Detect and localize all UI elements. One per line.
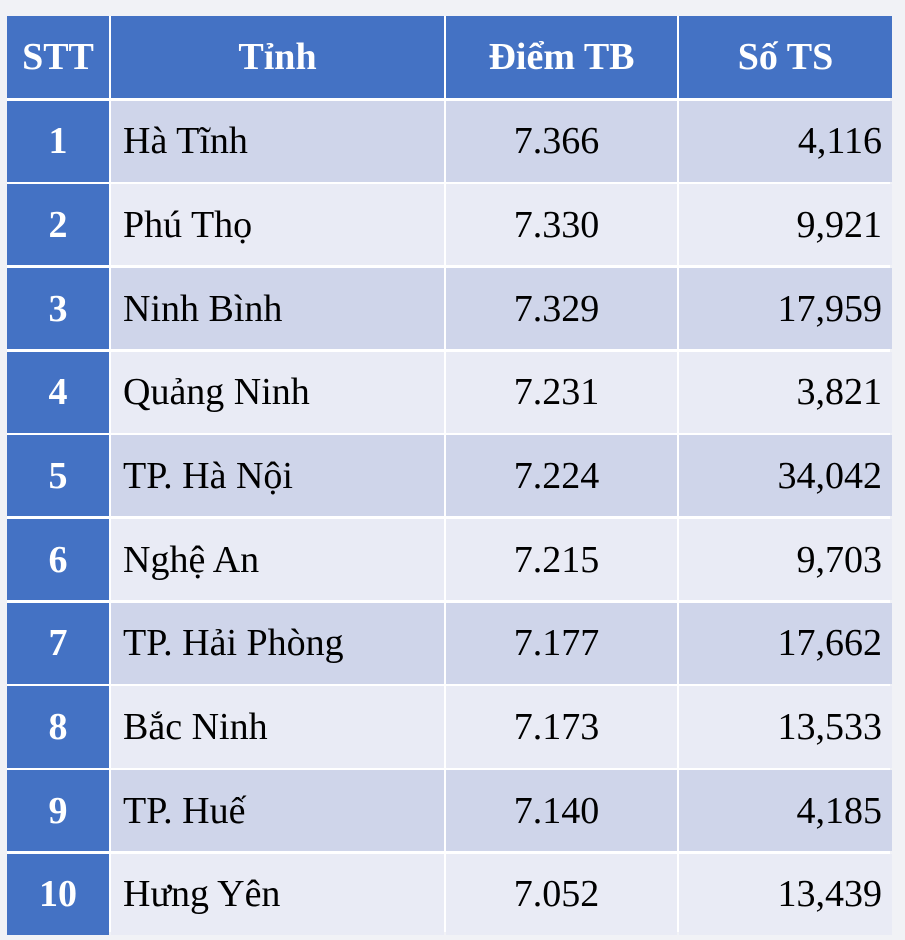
header-province: Tỉnh — [111, 16, 444, 98]
row-count: 17,959 — [679, 267, 892, 350]
row-stt: 1 — [7, 100, 109, 182]
row-count: 13,439 — [679, 853, 892, 935]
row-province: Bắc Ninh — [111, 686, 444, 768]
row-province: Ninh Bình — [111, 267, 444, 350]
row-score: 7.366 — [446, 100, 677, 182]
row-count: 9,921 — [679, 184, 892, 266]
header-count: Số TS — [679, 16, 892, 98]
row-count: 34,042 — [679, 435, 892, 517]
row-province: Hà Tĩnh — [111, 100, 444, 182]
row-score: 7.329 — [446, 267, 677, 350]
row-count: 17,662 — [679, 602, 892, 684]
row-score: 7.224 — [446, 435, 677, 517]
row-score: 7.177 — [446, 602, 677, 684]
row-province: Hưng Yên — [111, 853, 444, 935]
row-stt: 7 — [7, 602, 109, 684]
row-stt: 9 — [7, 770, 109, 852]
row-count: 3,821 — [679, 351, 892, 433]
row-province: Nghệ An — [111, 519, 444, 601]
row-stt: 6 — [7, 519, 109, 601]
row-stt: 3 — [7, 267, 109, 350]
row-province: TP. Huế — [111, 770, 444, 852]
row-count: 4,185 — [679, 770, 892, 852]
header-score: Điểm TB — [446, 16, 677, 98]
row-count: 13,533 — [679, 686, 892, 768]
ranking-table: STT Tỉnh Điểm TB Số TS 1 Hà Tĩnh 7.366 4… — [7, 16, 892, 935]
row-score: 7.052 — [446, 853, 677, 935]
row-province: Quảng Ninh — [111, 351, 444, 433]
row-province: TP. Hà Nội — [111, 435, 444, 517]
row-stt: 5 — [7, 435, 109, 517]
row-province: TP. Hải Phòng — [111, 602, 444, 684]
row-province: Phú Thọ — [111, 184, 444, 266]
row-stt: 2 — [7, 184, 109, 266]
row-score: 7.215 — [446, 519, 677, 601]
header-stt: STT — [7, 16, 109, 98]
row-count: 9,703 — [679, 519, 892, 601]
row-score: 7.140 — [446, 770, 677, 852]
row-score: 7.173 — [446, 686, 677, 768]
row-stt: 4 — [7, 351, 109, 433]
row-stt: 8 — [7, 686, 109, 768]
row-score: 7.330 — [446, 184, 677, 266]
row-count: 4,116 — [679, 100, 892, 182]
row-score: 7.231 — [446, 351, 677, 433]
row-stt: 10 — [7, 853, 109, 935]
